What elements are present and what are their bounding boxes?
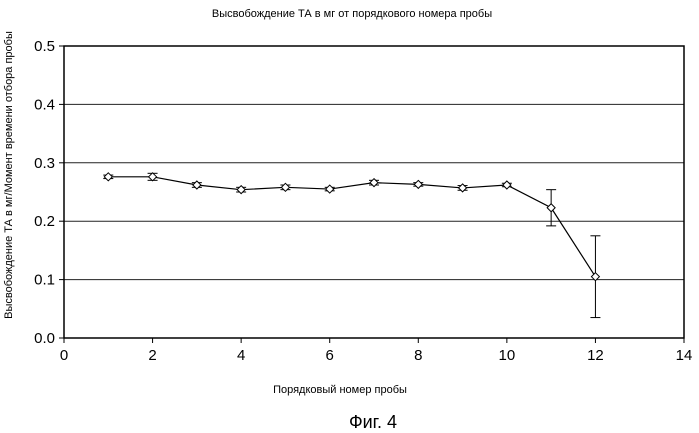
data-point <box>326 185 334 193</box>
data-point <box>104 173 112 181</box>
x-tick-label: 0 <box>60 347 68 364</box>
x-tick-label: 12 <box>587 347 604 364</box>
x-tick-label: 6 <box>326 347 334 364</box>
x-axis-label: Порядковый номер пробы <box>273 384 407 396</box>
x-tick-label: 2 <box>148 347 156 364</box>
figure-caption: Фиг. 4 <box>349 412 397 432</box>
y-tick-label: 0.2 <box>34 213 55 230</box>
series-line-path <box>108 177 595 277</box>
y-tick-label: 0.5 <box>34 38 55 55</box>
y-tick-label: 0.4 <box>34 96 55 113</box>
x-tick-label: 4 <box>237 347 245 364</box>
x-tick-label: 14 <box>676 347 693 364</box>
x-tick-label: 10 <box>499 347 516 364</box>
data-point <box>503 181 511 189</box>
data-point <box>149 173 157 181</box>
data-point <box>414 180 422 188</box>
y-axis-label: Высвобождение ТА в мг/Момент времени отб… <box>3 31 15 319</box>
y-axis-ticks: 0.0 0.1 0.2 0.3 0.4 0.5 <box>34 38 64 347</box>
data-point <box>547 204 555 212</box>
chart-title: Высвобождение ТА в мг от порядкового ном… <box>212 8 492 20</box>
series-line <box>103 173 600 318</box>
gridlines <box>64 104 684 279</box>
y-tick-label: 0.3 <box>34 155 55 172</box>
x-tick-label: 8 <box>414 347 422 364</box>
y-tick-label: 0.1 <box>34 272 55 289</box>
x-axis-ticks: 0 2 4 6 8 10 12 14 <box>60 338 693 364</box>
y-tick-label: 0.0 <box>34 330 55 347</box>
plot-frame <box>64 46 684 338</box>
